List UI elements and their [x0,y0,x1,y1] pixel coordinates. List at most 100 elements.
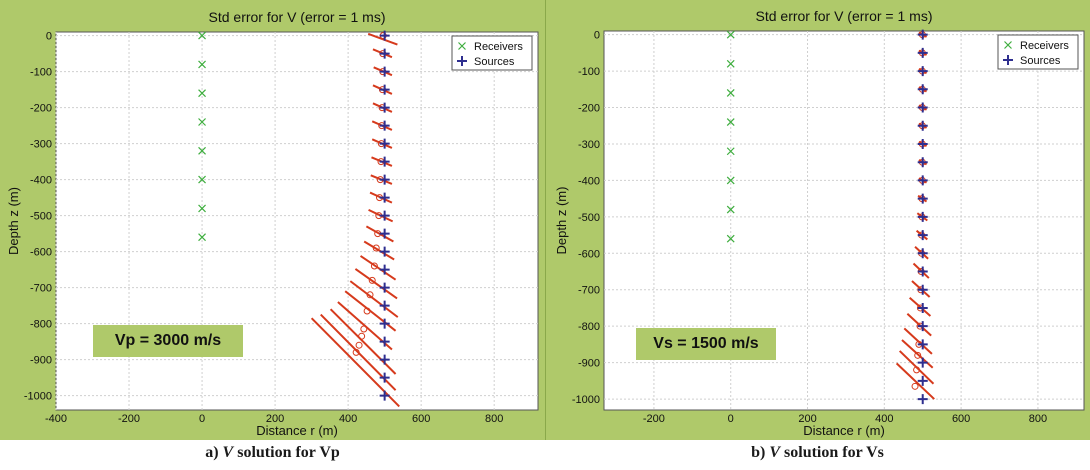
receiver-marker-a [198,31,206,40]
solution-point-a [366,291,374,299]
legend-receivers-label-b: Receivers [1020,40,1069,52]
legend-sources-label-b: Sources [1020,55,1061,67]
source-marker-b [917,157,928,168]
y-tick-label-a: -300 [30,139,52,151]
solution-point-a [360,325,368,333]
solution-point-a [352,348,360,356]
solution-point-a [372,244,380,252]
y-tick-label-b: -600 [578,248,600,260]
error-bar-a [349,280,399,318]
caption-a-italic: V [222,444,234,461]
source-marker-b [917,357,928,368]
legend-sources-marker-a [457,56,467,66]
receiver-marker-b [726,234,735,243]
source-marker-a [379,30,390,41]
source-marker-a [379,120,390,131]
y-tick-label-b: -300 [578,139,600,151]
chart-panel-a: Std error for V (error = 1 ms) -400 -200 0 2… [0,0,545,440]
source-marker-b [917,302,928,313]
caption-a-prefix: a) [205,444,223,461]
error-bar-a [363,240,395,261]
source-marker-a [379,210,390,221]
source-marker-b [917,284,928,295]
y-tick-label-b: -500 [578,212,600,224]
y-tick-label-a: -400 [30,175,52,187]
y-tick-label-b: 0 [594,30,600,42]
caption-b-prefix: b) [751,444,770,461]
y-tick-label-b: -800 [578,321,600,333]
receiver-marker-a [198,204,206,213]
source-marker-b [917,394,928,405]
source-marker-a [379,156,390,167]
y-tick-label-a: -600 [30,247,52,259]
source-marker-a [379,228,390,239]
receiver-marker-b [726,89,735,97]
source-marker-a [379,84,390,95]
caption-b-italic: V [769,444,781,461]
y-tick-label-b: -700 [578,285,600,297]
legend-receivers-marker-b [1004,41,1012,49]
legend-receivers-label-a: Receivers [474,41,523,53]
source-marker-a [379,174,390,185]
x-tick-label-a: 200 [266,413,284,425]
x-axis-label-a: Distance r (m) [256,423,338,438]
legend-sources-label-a: Sources [474,56,515,68]
source-marker-b [917,138,928,149]
receiver-marker-b [726,118,735,127]
y-tick-label-b: -200 [578,103,600,115]
y-tick-label-a: -700 [30,283,52,295]
x-tick-label-b: 400 [875,413,893,425]
source-marker-a [379,246,390,257]
source-marker-b [917,120,928,131]
receiver-marker-b [726,205,735,214]
solution-point-a [363,307,371,315]
receiver-marker-a [198,89,206,98]
solution-point-b [913,366,921,374]
error-bar-b [895,362,935,400]
caption-b: b) V solution for Vs [545,440,1090,470]
caption-a-rest: solution for Vp [233,444,340,461]
y-axis-label-a: Depth z (m) [6,187,21,255]
x-axis-label-b: Distance r (m) [803,423,885,438]
y-tick-label-b: -1000 [572,394,600,406]
source-marker-b [917,321,928,332]
receiver-marker-b [726,30,735,39]
source-marker-a [379,102,390,113]
receiver-marker-b [726,59,735,68]
receiver-marker-a [198,146,206,155]
source-marker-b [917,339,928,350]
source-marker-a [379,282,390,293]
source-marker-a [379,138,390,149]
source-marker-b [917,102,928,113]
x-tick-label-a: 400 [339,413,357,425]
legend-box-a [451,35,533,71]
source-marker-a [379,264,390,275]
source-marker-a [379,48,390,59]
y-tick-label-a: -900 [30,355,52,367]
source-marker-a [379,300,390,311]
receiver-marker-b [726,176,735,185]
error-bar-a [354,268,398,300]
x-tick-label-a: 0 [199,413,205,425]
legend-receivers-marker-a [458,42,466,50]
y-tick-label-a: -800 [30,319,52,331]
y-tick-label-b: -900 [578,358,600,370]
receiver-marker-b [726,147,735,156]
y-tick-label-a: 0 [46,31,52,43]
x-tick-label-b: 200 [798,413,816,425]
caption-a: a) V solution for Vp [0,440,545,470]
solution-point-a [370,262,378,270]
x-tick-label-b: -200 [643,413,665,425]
source-marker-b [917,230,928,241]
receiver-marker-a [198,118,206,126]
chart-title-b: Std error for V (error = 1 ms) [756,8,933,24]
legend-box-b [997,34,1079,70]
solution-point-a [368,276,376,284]
velocity-label-a: Vp = 3000 m/s [93,325,243,357]
source-marker-b [917,29,928,40]
x-tick-label-a: -400 [45,413,67,425]
x-tick-label-a: -200 [118,413,140,425]
solution-point-a [355,341,363,349]
chart-b-svg: Std error for V (error = 1 ms) -200 0 200 40… [554,8,1085,438]
source-marker-b [917,211,928,222]
